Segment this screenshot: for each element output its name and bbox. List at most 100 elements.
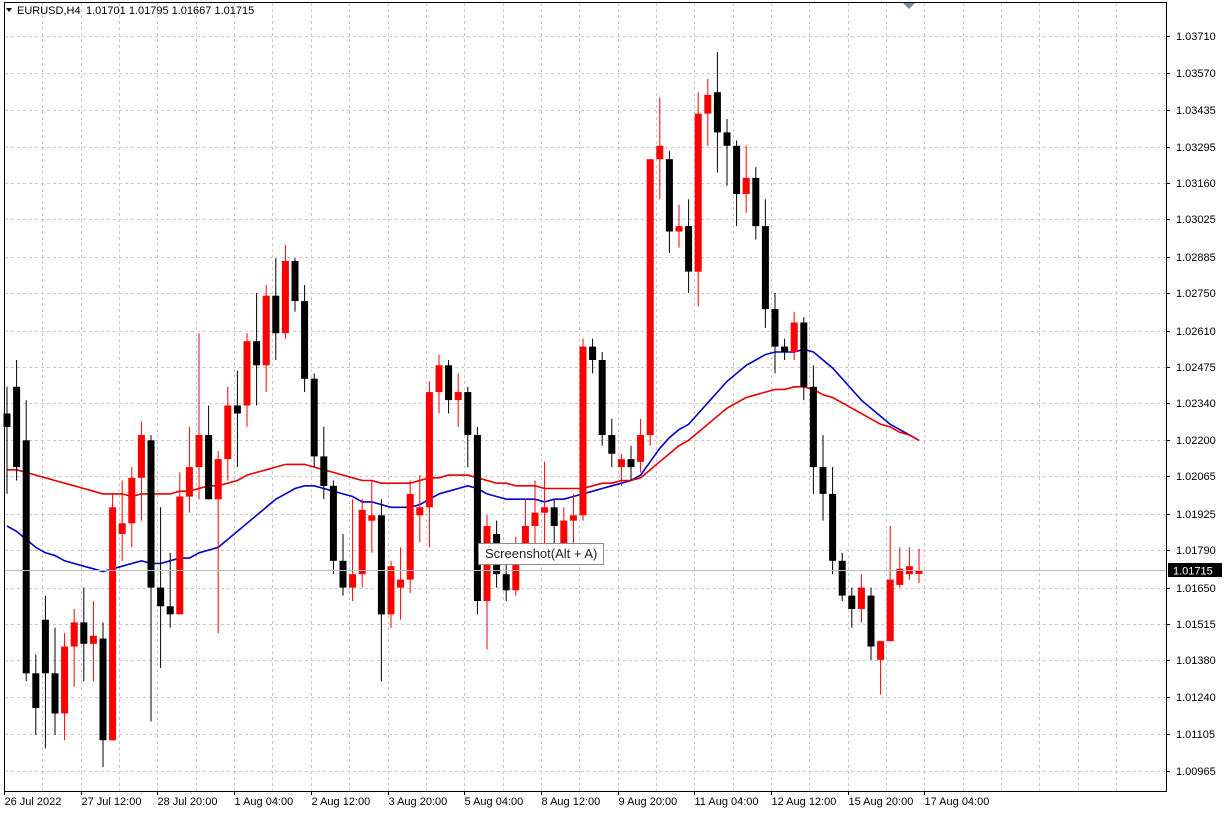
shift-marker-icon[interactable] <box>903 3 915 9</box>
price-tick-label: 1.01240 <box>1176 692 1216 704</box>
candle <box>61 633 69 741</box>
candle <box>665 151 673 253</box>
candle <box>406 480 414 593</box>
candle-body <box>368 515 376 521</box>
candle <box>685 199 693 293</box>
ohlc-label: 1.01701 1.01795 1.01667 1.01715 <box>86 5 254 17</box>
candle-body <box>675 226 683 232</box>
candle <box>579 338 587 521</box>
candle-body <box>771 309 779 347</box>
candle <box>733 140 741 227</box>
candle <box>445 360 453 414</box>
price-tick-label: 1.03025 <box>1176 214 1216 226</box>
candle-body <box>22 440 30 674</box>
candle <box>627 445 635 481</box>
price-tick-label: 1.01515 <box>1176 619 1216 631</box>
candle-body <box>608 435 616 454</box>
candle <box>291 258 299 312</box>
candle-body <box>272 295 280 334</box>
candle <box>541 461 549 553</box>
price-tick-label: 1.03570 <box>1176 68 1216 80</box>
candle <box>694 92 702 307</box>
price-axis[interactable]: 1.03710 1.03570 1.03435 1.03295 1.03160 1.030… <box>1166 31 1216 778</box>
candle <box>329 480 337 575</box>
price-tick-label: 1.03295 <box>1176 142 1216 154</box>
candle <box>185 426 193 513</box>
candle-body <box>51 673 59 714</box>
candle-body <box>320 456 328 486</box>
candle <box>425 381 433 548</box>
screenshot-tooltip: Screenshot(Alt + A) <box>478 543 605 565</box>
candle <box>416 475 424 543</box>
time-axis[interactable]: 26 Jul 2022 27 Jul 12:00 28 Jul 20:00 1 Aug… <box>4 791 990 808</box>
price-tick-label: 1.02885 <box>1176 252 1216 264</box>
moving-average-line-1 <box>6 348 920 573</box>
candle <box>22 400 30 682</box>
price-tick-label: 1.02065 <box>1176 471 1216 483</box>
candle-body <box>877 641 885 660</box>
candles <box>3 52 923 767</box>
candle <box>166 552 174 628</box>
time-tick-label: 5 Aug 04:00 <box>465 796 524 808</box>
candle <box>829 467 837 575</box>
candle-body <box>579 346 587 516</box>
price-tick-label: 1.00965 <box>1176 766 1216 778</box>
candle <box>320 426 328 500</box>
candle <box>675 204 683 248</box>
candle-body <box>713 92 721 133</box>
candle-body <box>569 515 577 521</box>
candle <box>368 480 376 553</box>
candle <box>435 354 443 414</box>
candle-body <box>137 435 145 478</box>
candle <box>195 333 203 500</box>
candle-body <box>157 587 165 607</box>
candle-body <box>541 507 549 513</box>
grid <box>4 3 1166 791</box>
plot-border <box>4 2 1167 792</box>
candle <box>742 145 750 213</box>
candle-body <box>473 435 481 601</box>
candle-body <box>195 435 203 468</box>
candle <box>89 601 97 682</box>
candle-body <box>445 365 453 401</box>
candle-body <box>233 405 241 414</box>
candle-body <box>291 260 299 302</box>
candle-body <box>118 523 126 534</box>
candle-body <box>301 301 309 379</box>
price-tick-label: 1.02200 <box>1176 435 1216 447</box>
candle-body <box>310 378 318 457</box>
time-tick-label: 2 Aug 12:00 <box>312 796 371 808</box>
price-tick-label: 1.02750 <box>1176 288 1216 300</box>
candle <box>253 293 261 406</box>
price-tick-label: 1.02475 <box>1176 362 1216 374</box>
candle <box>550 499 558 548</box>
candle-body <box>838 560 846 596</box>
candle-body <box>761 226 769 310</box>
candle <box>99 622 107 767</box>
candle <box>224 386 232 481</box>
candle-body <box>262 295 270 366</box>
candle <box>205 405 213 500</box>
candle-body <box>454 392 462 401</box>
candle <box>41 595 49 749</box>
candle <box>848 587 856 628</box>
current-price-label: 1.01715 <box>1173 566 1213 578</box>
time-tick-label: 3 Aug 20:00 <box>389 796 448 808</box>
dropdown-arrow-icon[interactable] <box>6 8 12 12</box>
time-tick-label: 12 Aug 12:00 <box>772 796 837 808</box>
candle-body <box>809 386 817 468</box>
candle-body <box>790 322 798 352</box>
candle <box>80 587 88 682</box>
candle <box>838 552 846 601</box>
candle <box>109 493 117 741</box>
candle-body <box>646 159 654 435</box>
candle-body <box>521 526 529 548</box>
candle-body <box>281 260 289 334</box>
candle <box>51 627 59 735</box>
candle-body <box>358 509 366 575</box>
candle-body <box>819 467 827 494</box>
candle-body <box>512 547 520 591</box>
candle-body <box>800 322 808 387</box>
